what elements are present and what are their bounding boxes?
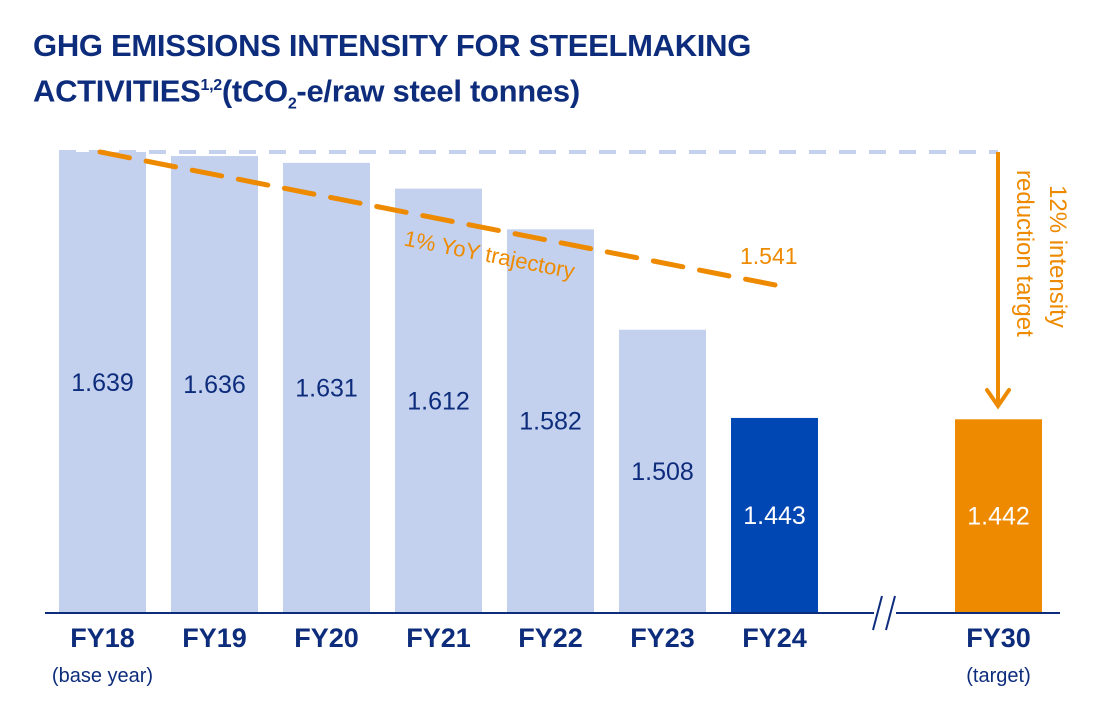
title-unit-rest: -e/raw steel tonnes)	[296, 73, 580, 109]
bar-fy18	[59, 151, 146, 613]
title-unit: (tCO	[221, 73, 288, 109]
data-label: 1.636	[183, 371, 246, 399]
target-label-line-2: reduction target	[1011, 170, 1038, 337]
bar-fy19	[171, 156, 258, 612]
trajectory-line	[97, 149, 778, 288]
bar-fy20	[283, 162, 370, 612]
category-label: FY19	[182, 623, 247, 653]
data-label: 1.508	[631, 458, 694, 486]
data-label: 1.631	[295, 374, 358, 402]
title-unit-sub: 2	[287, 95, 297, 113]
data-label: 1.582	[519, 408, 582, 436]
data-label: 1.639	[71, 369, 134, 397]
title-line-2: ACTIVITIES1,2(tCO2-e/raw steel tonnes)	[33, 66, 751, 125]
title-line-1: GHG EMISSIONS INTENSITY FOR STEELMAKING	[33, 28, 752, 63]
data-label: 1.442	[967, 503, 1030, 531]
target-label-line-1: 12% intensity	[1044, 185, 1071, 328]
category-label: FY30	[966, 623, 1031, 653]
category-label: FY24	[742, 623, 807, 653]
title-footnote: 1,2	[200, 77, 223, 94]
axis-break-mark	[885, 595, 896, 631]
bar-fy22	[507, 229, 594, 613]
category-label: FY23	[630, 623, 695, 653]
axis-break-mark	[872, 595, 883, 631]
arrow-down-icon	[985, 388, 1011, 410]
bar-fy24	[731, 417, 818, 612]
bar-fy21	[395, 188, 482, 612]
trajectory-end-label: 1.541	[740, 243, 798, 269]
category-label: FY22	[518, 623, 583, 653]
category-sublabel: (target)	[966, 665, 1030, 687]
data-label: 1.443	[743, 502, 806, 530]
data-label: 1.612	[407, 387, 470, 415]
category-label: FY21	[406, 623, 471, 653]
bar-fy30	[955, 419, 1042, 612]
category-label: FY20	[294, 623, 359, 653]
bar-fy23	[619, 329, 706, 612]
category-label: FY18	[70, 623, 135, 653]
category-sublabel: (base year)	[52, 665, 153, 687]
chart-title: GHG EMISSIONS INTENSITY FOR STEELMAKING …	[33, 26, 751, 125]
title-main: ACTIVITIES	[33, 73, 201, 109]
